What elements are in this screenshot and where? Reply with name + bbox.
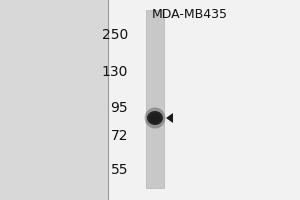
Polygon shape bbox=[166, 113, 173, 123]
Ellipse shape bbox=[149, 113, 161, 123]
Text: MDA-MB435: MDA-MB435 bbox=[152, 8, 228, 21]
Bar bbox=[0, 0, 108, 200]
Text: 95: 95 bbox=[110, 101, 128, 115]
Bar bbox=[146, 10, 164, 188]
Text: 250: 250 bbox=[102, 28, 128, 42]
Text: 72: 72 bbox=[110, 129, 128, 143]
Text: 55: 55 bbox=[110, 163, 128, 177]
Ellipse shape bbox=[145, 108, 165, 129]
Text: 130: 130 bbox=[102, 65, 128, 79]
Ellipse shape bbox=[147, 111, 163, 125]
Bar bbox=[108, 0, 300, 200]
